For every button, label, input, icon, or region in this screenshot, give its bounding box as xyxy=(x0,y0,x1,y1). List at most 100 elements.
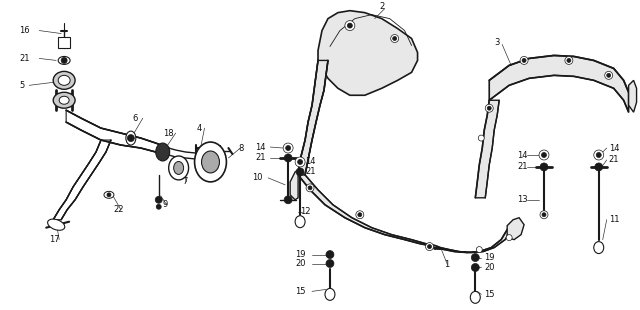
Ellipse shape xyxy=(47,219,65,230)
Text: 20: 20 xyxy=(484,263,495,272)
Circle shape xyxy=(296,168,304,176)
Circle shape xyxy=(285,145,291,151)
Text: 3: 3 xyxy=(494,38,500,47)
Polygon shape xyxy=(628,80,637,112)
Circle shape xyxy=(127,135,134,142)
Text: 14: 14 xyxy=(255,143,266,152)
Ellipse shape xyxy=(58,56,70,64)
Text: 21: 21 xyxy=(517,162,527,171)
Circle shape xyxy=(156,196,162,203)
Circle shape xyxy=(607,73,611,78)
Circle shape xyxy=(540,163,548,171)
Text: 21: 21 xyxy=(255,153,266,162)
Text: 14: 14 xyxy=(305,157,316,166)
Text: 21: 21 xyxy=(305,167,316,176)
Circle shape xyxy=(487,106,492,110)
Text: 19: 19 xyxy=(295,250,306,259)
Polygon shape xyxy=(290,170,298,200)
Ellipse shape xyxy=(295,216,305,228)
Circle shape xyxy=(506,235,512,241)
Ellipse shape xyxy=(202,151,220,173)
Text: 19: 19 xyxy=(484,253,495,262)
Text: 6: 6 xyxy=(133,114,138,123)
Circle shape xyxy=(428,245,431,249)
Circle shape xyxy=(567,58,571,62)
FancyBboxPatch shape xyxy=(58,37,70,48)
Circle shape xyxy=(471,254,479,262)
Text: 4: 4 xyxy=(196,124,202,133)
Circle shape xyxy=(595,163,603,171)
Circle shape xyxy=(565,56,573,64)
Circle shape xyxy=(541,153,547,157)
Polygon shape xyxy=(298,60,328,175)
Circle shape xyxy=(540,211,548,219)
Ellipse shape xyxy=(59,96,69,104)
Ellipse shape xyxy=(53,92,75,108)
Circle shape xyxy=(542,213,546,217)
Circle shape xyxy=(306,184,314,192)
Circle shape xyxy=(393,37,397,41)
Ellipse shape xyxy=(104,191,114,198)
Circle shape xyxy=(520,56,528,64)
Text: 21: 21 xyxy=(609,156,620,165)
Circle shape xyxy=(348,23,353,28)
Text: 8: 8 xyxy=(238,144,244,153)
Ellipse shape xyxy=(173,162,184,175)
Circle shape xyxy=(283,143,293,153)
Circle shape xyxy=(298,159,303,165)
Circle shape xyxy=(326,250,334,259)
Ellipse shape xyxy=(169,156,189,180)
Circle shape xyxy=(326,259,334,268)
Text: 15: 15 xyxy=(295,287,306,296)
Circle shape xyxy=(358,213,362,217)
Polygon shape xyxy=(318,11,417,95)
Circle shape xyxy=(295,157,305,167)
Text: 22: 22 xyxy=(113,205,124,214)
Ellipse shape xyxy=(126,131,136,145)
Ellipse shape xyxy=(325,288,335,300)
Ellipse shape xyxy=(594,241,604,254)
Circle shape xyxy=(308,186,312,190)
Text: 20: 20 xyxy=(295,259,306,268)
Text: 14: 14 xyxy=(609,144,620,153)
Ellipse shape xyxy=(195,142,227,182)
Text: 10: 10 xyxy=(252,173,263,182)
Text: 17: 17 xyxy=(49,235,60,244)
Ellipse shape xyxy=(470,291,480,303)
Text: 14: 14 xyxy=(517,150,527,160)
Text: 9: 9 xyxy=(163,200,168,209)
Circle shape xyxy=(156,204,161,209)
Text: 2: 2 xyxy=(380,2,385,11)
Circle shape xyxy=(284,196,292,204)
Polygon shape xyxy=(507,218,524,240)
Polygon shape xyxy=(489,55,628,112)
Text: 11: 11 xyxy=(609,215,620,224)
Ellipse shape xyxy=(156,143,170,161)
Text: 1: 1 xyxy=(444,260,450,269)
Text: 13: 13 xyxy=(517,195,528,204)
Circle shape xyxy=(426,243,433,250)
Text: 15: 15 xyxy=(484,290,495,299)
Polygon shape xyxy=(476,100,499,198)
Circle shape xyxy=(596,153,601,157)
Circle shape xyxy=(284,154,292,162)
Circle shape xyxy=(345,20,355,31)
Polygon shape xyxy=(66,110,169,155)
Text: 12: 12 xyxy=(300,207,310,216)
Text: 21: 21 xyxy=(19,54,30,63)
Ellipse shape xyxy=(58,75,70,85)
Text: 7: 7 xyxy=(182,177,188,186)
Text: 5: 5 xyxy=(19,81,24,90)
Circle shape xyxy=(471,264,479,272)
Circle shape xyxy=(107,193,111,197)
Polygon shape xyxy=(298,175,440,248)
Circle shape xyxy=(539,150,549,160)
Text: 16: 16 xyxy=(19,26,30,35)
Circle shape xyxy=(61,57,67,64)
Text: 18: 18 xyxy=(163,129,173,138)
Circle shape xyxy=(522,58,526,62)
Polygon shape xyxy=(53,140,111,220)
Ellipse shape xyxy=(53,71,75,89)
Circle shape xyxy=(478,135,484,141)
Circle shape xyxy=(605,71,612,79)
